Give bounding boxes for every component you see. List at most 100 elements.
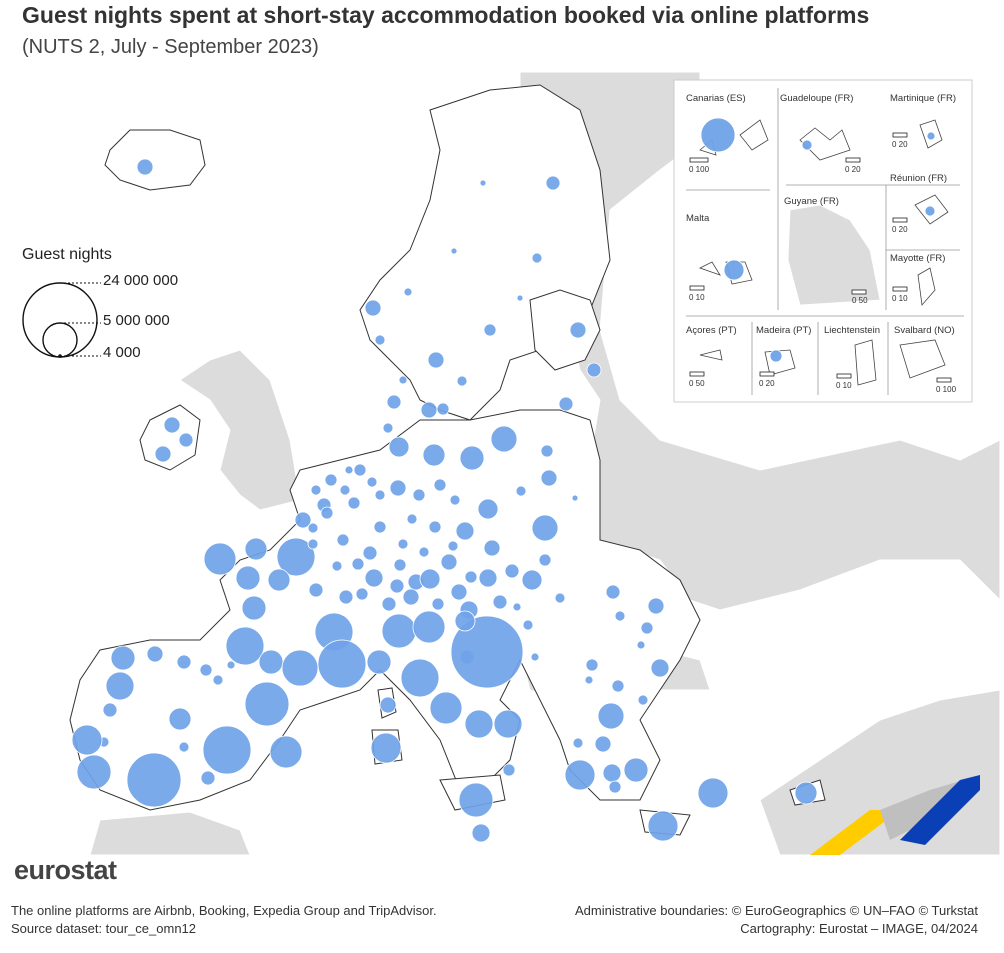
scale-label-guyane: 0 50 [852,296,868,305]
region-bubble [146,645,164,663]
region-bubble [572,737,584,749]
region-bubble [490,425,518,453]
inset-label-mayotte: Mayotte (FR) [890,253,946,264]
region-bubble [464,570,478,584]
region-bubble [540,444,554,458]
scale-label-svalbard: 0 100 [936,385,957,394]
region-bubble [512,602,522,612]
region-bubble [419,568,441,590]
region-bubble [397,538,409,550]
region-bubble [433,478,447,492]
region-bubble [477,498,499,520]
region-bubble [355,587,369,601]
decorative-stripes-icon [810,775,980,855]
region-bubble [336,533,350,547]
region-bubble [420,401,438,419]
region-bubble [320,506,334,520]
region-bubble [225,626,265,666]
region-bubble [324,473,338,487]
scale-label-guadeloupe: 0 20 [845,165,861,174]
region-bubble [381,613,417,649]
region-bubble [403,287,413,297]
region-bubble [564,759,596,791]
region-bubble [244,681,290,727]
region-bubble [554,592,566,604]
region-bubble [483,539,501,557]
region-bubble [516,294,524,302]
region-bubble [515,485,527,497]
region-bubble [307,538,319,550]
inset-panel [673,79,973,403]
legend-value-small: 4 000 [103,344,141,361]
region-bubble [450,247,458,255]
scale-label-malta: 0 10 [689,293,705,302]
region-bubble [317,639,367,689]
region-bubble [294,511,312,529]
region-bubble [310,484,322,496]
region-bubble [344,465,354,475]
legend-value-medium: 5 000 000 [103,312,170,329]
region-bubble [203,542,237,576]
map-title: Guest nights spent at short-stay accommo… [22,2,870,28]
region-bubble [381,596,397,612]
region-bubble [540,469,558,487]
region-bubble [530,652,540,662]
scale-label-reunion: 0 20 [892,225,908,234]
region-bubble [71,724,103,756]
eurostat-logo: eurostat [14,855,117,885]
region-bubble [163,416,181,434]
region-bubble [640,621,654,635]
region-bubble [168,707,192,731]
region-bubble [393,558,407,572]
region-bubble [226,660,236,670]
region-bubble [102,702,118,718]
scale-label-acores: 0 50 [689,379,705,388]
legend-title: Guest nights [22,246,112,263]
region-bubble [492,594,508,610]
inset-label-acores: Açores (PT) [686,325,737,336]
inset-label-madeira: Madeira (PT) [756,325,812,336]
region-bubble [382,422,394,434]
region-bubble [258,649,284,675]
region-bubble [178,741,190,753]
region-bubble [455,521,475,541]
region-bubble [493,709,523,739]
region-bubble [366,649,392,675]
region-bubble [373,520,387,534]
region-bubble [571,494,579,502]
scale-label-martinique: 0 20 [892,140,908,149]
region-bubble [647,597,665,615]
region-bubble [126,752,182,808]
region-bubble [353,463,367,477]
region-bubble [538,553,552,567]
region-bubble [364,299,382,317]
region-bubble [586,362,602,378]
map-subtitle: (NUTS 2, July - September 2023) [22,36,319,58]
region-bubble [597,702,625,730]
region-bubble [429,691,463,725]
region-bubble [379,696,397,714]
region-bubble [347,496,361,510]
inset-label-guyane: Guyane (FR) [784,196,839,207]
region-bubble [569,321,587,339]
region-bubble [400,658,440,698]
inset-region-bubble [926,131,936,141]
region-bubble [412,610,446,644]
region-bubble [614,610,626,622]
region-bubble [110,645,136,671]
scale-label-madeira: 0 20 [759,379,775,388]
region-bubble [176,654,192,670]
region-bubble [605,584,621,600]
region-bubble [338,589,354,605]
region-bubble [502,763,516,777]
region-bubble [422,443,446,467]
region-bubble [558,396,574,412]
region-bubble [154,445,172,463]
region-bubble [637,694,649,706]
legend-circle-medium [42,322,78,358]
inset-region-bubble [769,349,783,363]
scale-label-mayotte: 0 10 [892,294,908,303]
region-bubble [269,735,303,769]
region-bubble [697,777,729,809]
region-bubble [389,479,407,497]
